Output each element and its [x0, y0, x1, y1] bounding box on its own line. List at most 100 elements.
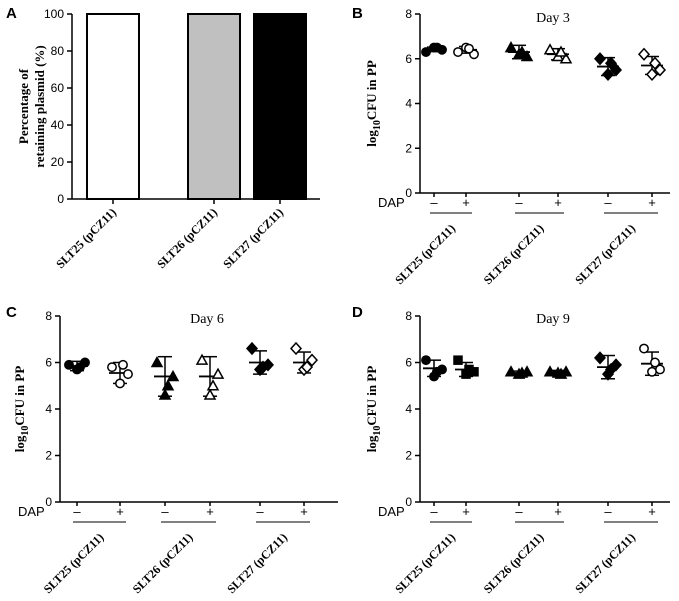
y-axis-label-c: log10CFU in PP: [12, 366, 31, 453]
bar-3: [253, 13, 307, 200]
series-c-5: [245, 341, 275, 377]
series-c-2: [107, 359, 133, 389]
dap-sign-b: –: [430, 195, 438, 210]
data-point: [305, 353, 319, 367]
y-tick-label-d: 0: [405, 495, 412, 509]
data-point: [645, 67, 659, 82]
series-b-5: [593, 52, 623, 82]
data-point: [453, 47, 463, 57]
y-tick-label-d: 8: [405, 309, 412, 323]
data-point: [637, 47, 651, 61]
data-point: [203, 388, 217, 400]
data-point: [464, 43, 474, 54]
dap-sign-c: –: [256, 504, 264, 519]
y-label-sub: 10: [372, 426, 383, 436]
y-tick-label-c: 4: [45, 402, 52, 416]
bar-2: [187, 13, 241, 200]
y-tick-label-c: 8: [45, 309, 52, 323]
y-label-sub: 10: [372, 120, 383, 130]
data-point: [515, 45, 529, 57]
data-point: [604, 56, 618, 70]
dap-sign-c: –: [73, 504, 81, 519]
series-b-4: [543, 43, 573, 64]
data-point: [504, 41, 518, 53]
data-point: [150, 355, 164, 368]
series-b-2: [453, 42, 479, 60]
data-point: [453, 355, 463, 365]
data-point: [161, 379, 175, 391]
panel-letter-b: B: [352, 5, 363, 22]
data-point: [648, 56, 662, 70]
data-point: [115, 378, 125, 389]
dap-label-d: DAP: [378, 504, 405, 519]
y-axis-label-b: log10CFU in PP: [364, 60, 383, 147]
y-tick-label-a: 20: [51, 155, 65, 169]
x-category-label: SLT25 (pCZ11): [53, 205, 119, 271]
data-point: [554, 367, 568, 379]
data-point: [655, 364, 665, 375]
y-tick-label-d: 6: [405, 356, 412, 370]
dap-sign-c: +: [300, 504, 308, 519]
dap-label-c: DAP: [18, 504, 45, 519]
data-point: [650, 357, 660, 368]
dap-sign-c: –: [161, 504, 169, 519]
series-c-1: [64, 357, 90, 375]
data-point: [554, 45, 568, 57]
group-label-d: SLT25 (pCZ11): [392, 530, 458, 596]
y-label-prefix: log: [364, 435, 379, 452]
y-tick-label-d: 2: [405, 449, 412, 463]
y-label-suffix: CFU in PP: [12, 366, 27, 426]
data-point: [289, 341, 303, 356]
y-tick-label-b: 0: [405, 186, 412, 200]
series-b-3: [504, 41, 534, 62]
series-d-4: [543, 365, 573, 379]
dap-sign-b: +: [648, 195, 656, 210]
series-c-6: [289, 341, 319, 377]
y-tick-label-b: 8: [405, 7, 412, 21]
y-axis-label-a: Percentage ofretaining plasmid (%): [16, 45, 47, 168]
data-point: [432, 42, 442, 53]
group-label-b: SLT26 (pCZ11): [481, 221, 547, 287]
dap-sign-d: –: [515, 504, 523, 519]
dap-sign-d: +: [648, 504, 656, 519]
y-tick-label-c: 6: [45, 356, 52, 370]
data-point: [421, 355, 431, 366]
chart-title-c: Day 6: [190, 312, 224, 327]
data-point: [211, 367, 225, 379]
data-point: [504, 365, 518, 377]
series-d-1: [421, 355, 447, 382]
series-c-3: [150, 355, 180, 400]
series-b-1: [421, 42, 447, 57]
data-point: [609, 63, 623, 77]
y-axis-label-line: retaining plasmid (%): [32, 45, 47, 168]
data-point: [300, 360, 314, 374]
dap-sign-b: +: [462, 195, 470, 210]
group-label-b: SLT27 (pCZ11): [572, 221, 638, 287]
group-label-c: SLT25 (pCZ11): [41, 530, 107, 596]
y-tick-label-a: 40: [51, 118, 65, 132]
y-axis-label-line: Percentage of: [16, 68, 31, 144]
group-label-d: SLT27 (pCZ11): [572, 530, 638, 596]
data-point: [647, 366, 657, 377]
data-point: [639, 343, 649, 354]
y-axis-label-d: log10CFU in PP: [364, 366, 383, 453]
data-point: [256, 360, 270, 374]
panel-letter-a: A: [6, 5, 17, 22]
y-tick-label-c: 2: [45, 449, 52, 463]
group-label-c: SLT26 (pCZ11): [130, 530, 196, 596]
y-label-suffix: CFU in PP: [364, 366, 379, 426]
bar-1: [86, 13, 140, 200]
data-point: [123, 369, 133, 380]
panel-letter-c: C: [6, 304, 17, 321]
y-label-sub: 10: [20, 426, 31, 436]
dap-sign-d: +: [462, 504, 470, 519]
data-point: [64, 359, 74, 370]
group-label-d: SLT26 (pCZ11): [481, 530, 547, 596]
data-point: [421, 47, 431, 57]
dap-sign-d: –: [604, 504, 612, 519]
data-point: [118, 359, 128, 370]
data-point: [206, 379, 220, 391]
chart-title-d: Day 9: [536, 312, 570, 327]
data-point: [593, 52, 607, 66]
